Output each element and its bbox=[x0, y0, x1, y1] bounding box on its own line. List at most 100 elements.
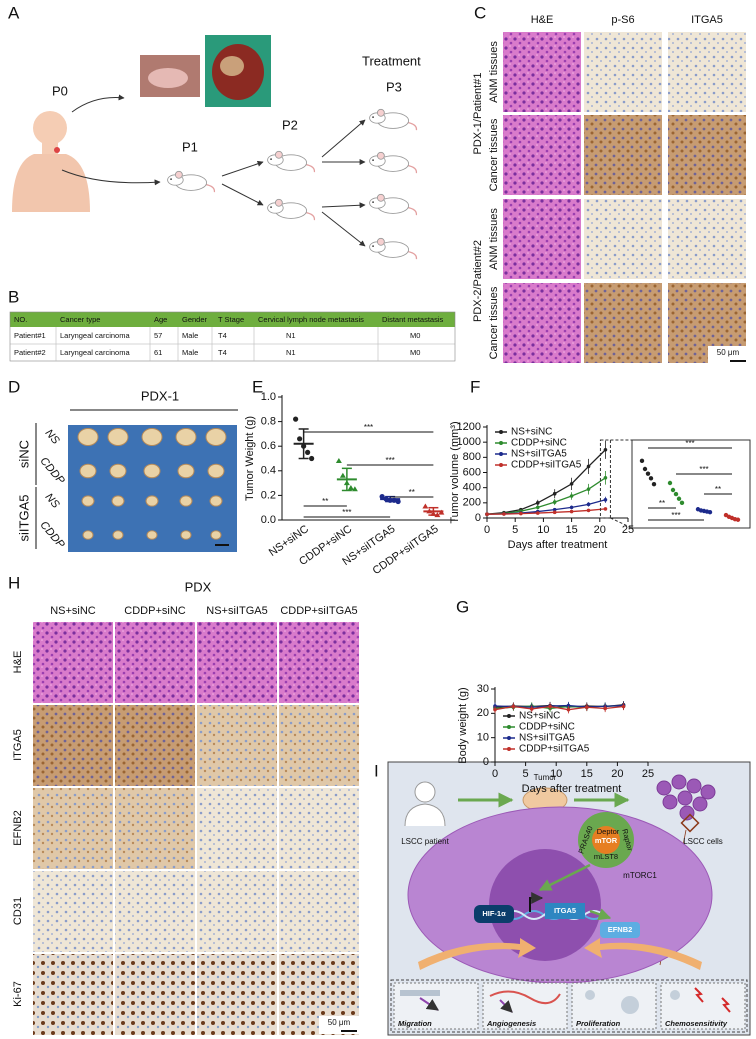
tumor bbox=[79, 463, 97, 479]
table-header: Distant metastasis bbox=[382, 315, 444, 324]
hif-label: HIF-1α bbox=[482, 909, 506, 918]
effect-arrow bbox=[584, 938, 702, 970]
arrow bbox=[71, 94, 125, 113]
tumor bbox=[146, 530, 158, 540]
x-tick-label: 10 bbox=[550, 768, 562, 780]
tumor bbox=[107, 428, 129, 446]
row-label: Cancer tissues bbox=[488, 118, 500, 191]
marker bbox=[566, 707, 571, 712]
inset-point bbox=[642, 466, 648, 472]
legend-swatch bbox=[507, 736, 511, 740]
table-header: T Stage bbox=[218, 315, 244, 324]
panel-label: C bbox=[474, 3, 486, 22]
marker bbox=[535, 511, 540, 515]
treatment-label: CDDP bbox=[37, 519, 67, 551]
mouse bbox=[266, 198, 316, 221]
outcome-label: Angiogenesis bbox=[486, 1019, 536, 1028]
row-label: Ki-67 bbox=[12, 981, 24, 1007]
marker bbox=[586, 502, 591, 507]
panel-label: I bbox=[374, 761, 379, 780]
tumor bbox=[179, 495, 193, 507]
marker bbox=[552, 510, 557, 515]
marker bbox=[511, 704, 516, 709]
tumor bbox=[210, 530, 222, 540]
marker bbox=[519, 511, 523, 516]
mouse bbox=[368, 237, 418, 260]
significance-label: ** bbox=[659, 499, 665, 508]
tumor bbox=[207, 463, 225, 479]
point bbox=[351, 486, 358, 492]
point bbox=[343, 480, 350, 486]
arrow bbox=[321, 119, 366, 158]
point bbox=[438, 509, 445, 515]
row-label: ANM tissues bbox=[488, 208, 500, 270]
marker bbox=[603, 507, 608, 511]
column-header: ITGA5 bbox=[691, 14, 723, 26]
marker bbox=[485, 512, 489, 517]
panel-label: B bbox=[8, 287, 19, 306]
scale-bar-bg bbox=[319, 1016, 359, 1034]
y-tick-label: 200 bbox=[463, 497, 481, 509]
point bbox=[430, 510, 437, 516]
column-header: p-S6 bbox=[611, 14, 634, 26]
panel-label: G bbox=[456, 597, 469, 616]
arrow bbox=[589, 908, 612, 921]
marker bbox=[569, 482, 574, 486]
legend-label: NS+siNC bbox=[519, 711, 560, 722]
x-tick-label: 15 bbox=[565, 524, 577, 536]
legend-label: CDDP+siNC bbox=[519, 722, 575, 733]
group-label: siITGA5 bbox=[16, 495, 31, 542]
x-axis-label: Days after treatment bbox=[508, 539, 608, 551]
schematic-label: LSCC cells bbox=[683, 837, 723, 846]
tumor bbox=[177, 463, 195, 479]
significance-label: ** bbox=[715, 485, 721, 494]
tumor bbox=[175, 428, 197, 446]
column-header: H&E bbox=[531, 14, 554, 26]
outcome-frame bbox=[390, 979, 748, 1033]
tss-arrow bbox=[529, 892, 544, 912]
tumor bbox=[112, 530, 124, 540]
micrograph bbox=[668, 115, 746, 195]
row-label: Cancer tissues bbox=[488, 286, 500, 359]
point bbox=[395, 498, 401, 505]
marker bbox=[529, 707, 534, 711]
x-tick-label: 5 bbox=[523, 768, 529, 780]
y-axis-label: Tumor Weight (g) bbox=[244, 416, 256, 501]
micrograph bbox=[503, 32, 581, 112]
table-header: Cervical lymph node metastasis bbox=[258, 315, 364, 324]
table-border bbox=[9, 311, 456, 362]
x-tick-label: 20 bbox=[611, 768, 623, 780]
mouse bbox=[266, 150, 316, 173]
micrograph bbox=[503, 283, 581, 363]
micrograph bbox=[197, 954, 277, 1035]
stage-label: P1 bbox=[182, 139, 198, 154]
legend-swatch bbox=[499, 452, 503, 456]
point bbox=[422, 503, 429, 509]
complex-label: mTORC1 bbox=[623, 871, 657, 880]
legend-label: CDDP+siITGA5 bbox=[519, 744, 590, 755]
column-header: NS+siNC bbox=[50, 605, 96, 617]
schematic: LSCC patient Tumor LSCC cells Deptor PRA… bbox=[387, 761, 751, 1036]
inset-frame bbox=[631, 439, 751, 529]
treatment-label: Treatment bbox=[362, 53, 421, 68]
y-tick-label: 800 bbox=[463, 451, 481, 463]
point bbox=[434, 512, 441, 518]
point bbox=[426, 508, 433, 514]
x-tick-label: 25 bbox=[622, 524, 634, 536]
significance-label: *** bbox=[671, 511, 680, 520]
x-tick-label: 25 bbox=[642, 768, 654, 780]
micrograph bbox=[33, 871, 113, 952]
series-line bbox=[494, 705, 624, 711]
point bbox=[297, 436, 303, 442]
outcome-label: Chemosensitivity bbox=[665, 1019, 728, 1028]
table-cell: T4 bbox=[218, 331, 227, 340]
micrograph bbox=[115, 788, 195, 869]
person-head bbox=[33, 111, 67, 145]
outcome-box bbox=[571, 982, 657, 1030]
y-tick-label: 30 bbox=[477, 683, 489, 695]
y-tick-label: 1000 bbox=[457, 436, 481, 448]
scale-bar bbox=[215, 544, 229, 546]
micrograph bbox=[197, 788, 277, 869]
panel-label: E bbox=[252, 377, 263, 396]
legend-label: NS+siITGA5 bbox=[511, 449, 567, 460]
